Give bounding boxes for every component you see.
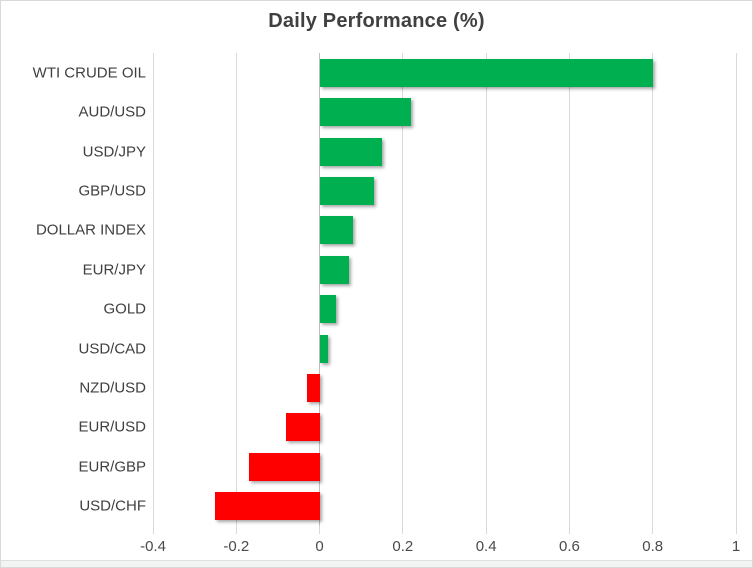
category-label: GOLD bbox=[103, 300, 146, 318]
bar bbox=[319, 216, 353, 245]
axis-tick-label: -0.4 bbox=[140, 538, 166, 555]
axis-tick-mark bbox=[568, 526, 570, 534]
bar bbox=[215, 492, 320, 521]
bar bbox=[319, 58, 653, 87]
gridline bbox=[235, 53, 237, 526]
axis-tick-mark bbox=[402, 526, 404, 534]
chart-bottom-edge bbox=[1, 560, 752, 567]
bar bbox=[286, 413, 320, 442]
gridline bbox=[485, 53, 487, 526]
category-axis-labels: WTI CRUDE OIL AUD/USD USD/JPY GBP/USD DOLLAR… bbox=[1, 53, 146, 526]
gridline bbox=[735, 53, 737, 526]
category-label: GBP/USD bbox=[78, 182, 146, 200]
category-label: AUD/USD bbox=[78, 103, 146, 121]
axis-tick-label: 0.4 bbox=[475, 538, 497, 555]
category-label: EUR/GBP bbox=[78, 458, 146, 476]
axis-tick-mark bbox=[319, 526, 321, 534]
axis-tick-label: 1 bbox=[731, 538, 741, 555]
category-label: USD/CHF bbox=[79, 497, 146, 515]
gridline bbox=[568, 53, 570, 526]
bar bbox=[319, 137, 383, 166]
bar bbox=[319, 255, 349, 284]
category-label: USD/JPY bbox=[82, 143, 146, 161]
chart-title: Daily Performance (%) bbox=[268, 10, 485, 32]
bar bbox=[319, 98, 412, 127]
plot-area bbox=[152, 53, 737, 526]
bar bbox=[319, 176, 374, 205]
category-label: DOLLAR INDEX bbox=[35, 221, 146, 239]
value-axis: -0.4 -0.2 0 0.2 0.4 0.6 0.8 1 bbox=[140, 526, 740, 560]
gridline bbox=[402, 53, 404, 526]
zero-axis-line bbox=[319, 53, 321, 526]
bar bbox=[319, 295, 337, 324]
gridline bbox=[652, 53, 654, 526]
category-label: EUR/USD bbox=[78, 418, 146, 436]
bar bbox=[319, 334, 328, 363]
axis-tick-mark bbox=[152, 526, 154, 534]
axis-tick-label: 0.8 bbox=[642, 538, 664, 555]
axis-tick-mark bbox=[485, 526, 487, 534]
category-label: NZD/USD bbox=[79, 379, 146, 397]
axis-tick-label: 0.6 bbox=[558, 538, 580, 555]
axis-tick-label: 0 bbox=[315, 538, 324, 555]
axis-tick-mark bbox=[235, 526, 237, 534]
category-label: USD/CAD bbox=[78, 340, 146, 358]
axis-tick-label: 0.2 bbox=[392, 538, 414, 555]
bar bbox=[248, 452, 320, 481]
category-label: WTI CRUDE OIL bbox=[32, 64, 146, 82]
axis-tick-mark bbox=[735, 526, 737, 534]
gridline bbox=[152, 53, 154, 526]
axis-tick-mark bbox=[652, 526, 654, 534]
bar bbox=[307, 374, 320, 403]
axis-tick-label: -0.2 bbox=[223, 538, 250, 555]
category-label: EUR/JPY bbox=[82, 261, 146, 279]
